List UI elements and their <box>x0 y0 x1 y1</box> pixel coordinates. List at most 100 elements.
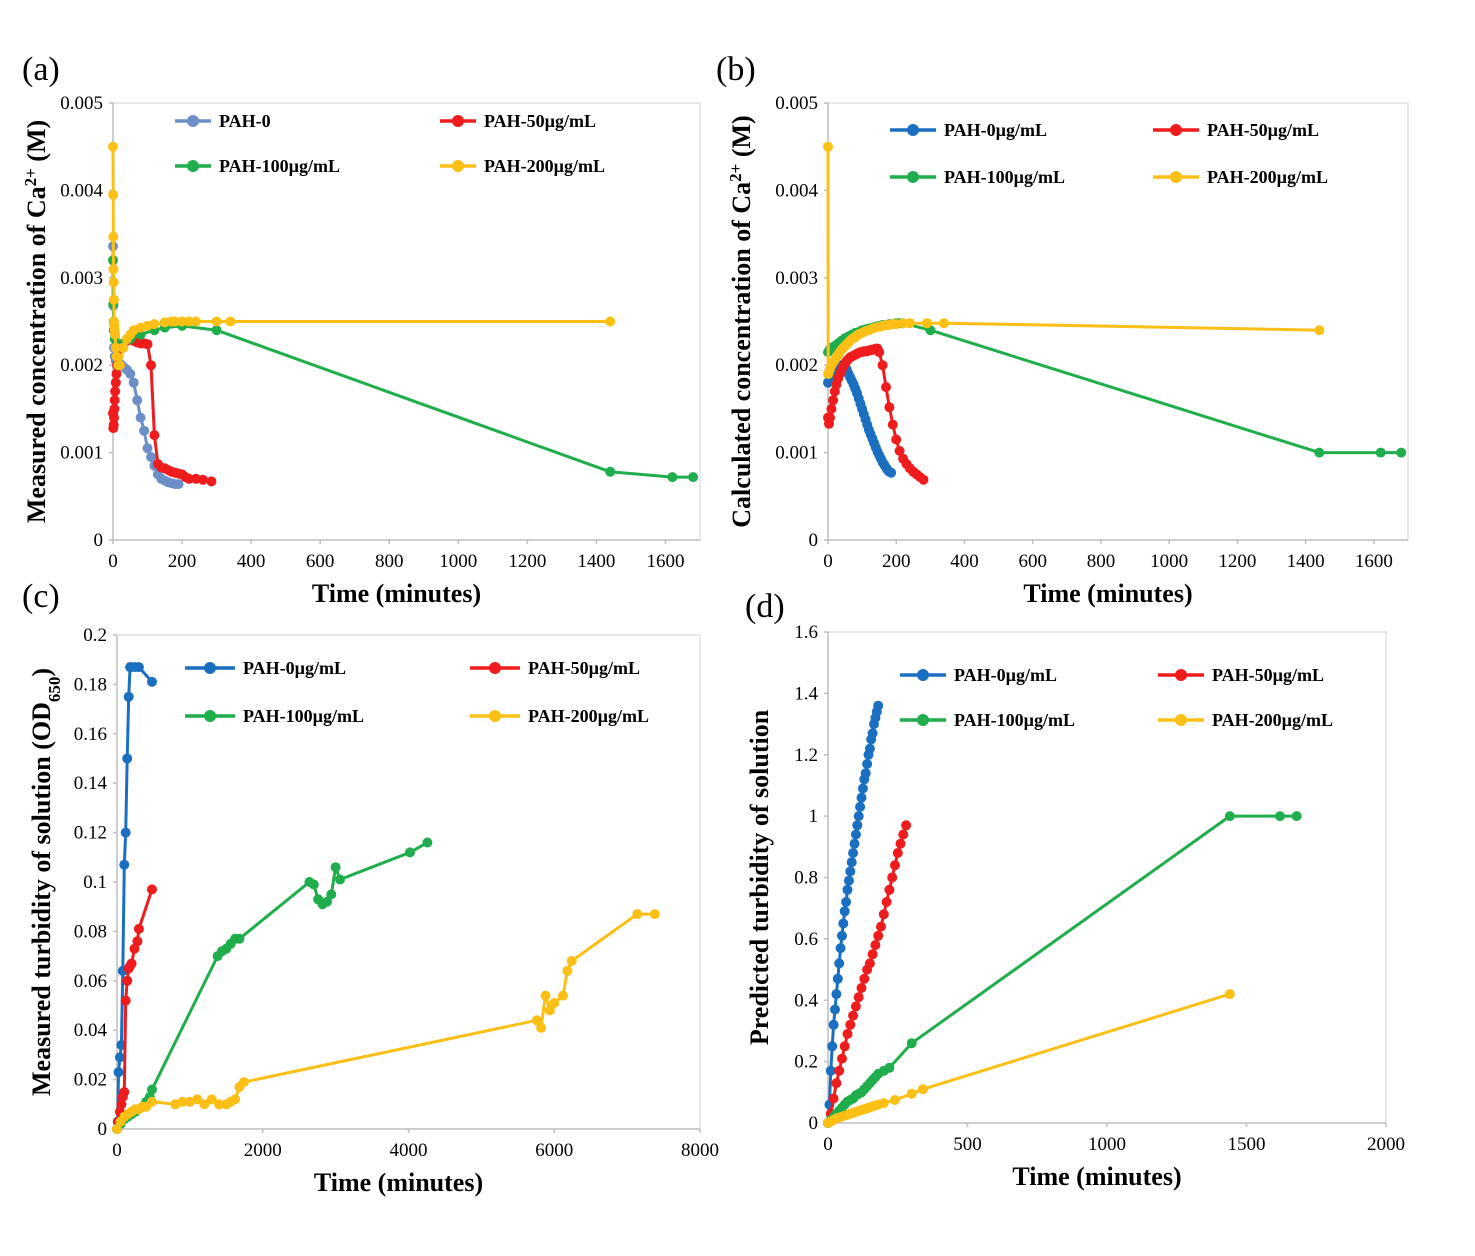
data-point <box>566 956 577 966</box>
legend-swatch-marker <box>1175 669 1187 681</box>
data-point <box>146 360 156 371</box>
data-point <box>860 768 871 779</box>
data-point <box>108 419 119 430</box>
x-tick-label: 0 <box>823 1134 833 1155</box>
legend: PAH-0µg/mL PAH-50µg/mL PAH-100µg/mL PAH-200… <box>900 665 1333 730</box>
data-point <box>825 1065 836 1076</box>
data-point <box>230 1094 241 1105</box>
y-tick-label: 0.4 <box>794 990 818 1011</box>
data-point <box>886 467 897 478</box>
data-point <box>884 1062 895 1073</box>
data-point <box>197 474 208 485</box>
y-tick-label: 0.004 <box>60 180 103 201</box>
data-point <box>540 990 551 1001</box>
data-point <box>114 1052 125 1063</box>
legend-label: PAH-100µg/mL <box>219 156 340 176</box>
data-point <box>128 377 139 388</box>
data-point <box>536 1022 547 1033</box>
data-point <box>113 1067 124 1078</box>
data-point <box>881 382 891 393</box>
legend-swatch-marker <box>907 171 919 183</box>
data-point <box>109 403 120 414</box>
data-point <box>184 473 194 484</box>
legend: PAH-0 PAH-50µg/mL PAH-100µg/mL PAH-200µg/mL <box>175 111 605 176</box>
data-point <box>147 1084 157 1095</box>
data-point <box>108 294 119 305</box>
legend-swatch-marker <box>187 115 199 127</box>
series-1 <box>823 343 929 485</box>
data-point <box>848 848 859 858</box>
data-point <box>122 753 133 764</box>
series-1 <box>823 820 912 1128</box>
data-point <box>892 848 903 858</box>
legend-label: PAH-200µg/mL <box>1212 710 1333 730</box>
y-tick-label: 0.003 <box>775 268 818 289</box>
legend-label: PAH-50µg/mL <box>1212 665 1324 685</box>
data-point <box>894 445 905 456</box>
data-point <box>939 318 949 329</box>
x-tick-label: 1600 <box>646 551 684 572</box>
data-point <box>834 1065 845 1076</box>
data-point <box>132 936 143 947</box>
data-point <box>177 316 188 327</box>
data-point <box>544 1005 555 1016</box>
data-point <box>1314 325 1325 336</box>
x-tick-label: 500 <box>953 1134 982 1155</box>
data-point <box>122 975 133 986</box>
y-tick-label: 0 <box>809 530 819 551</box>
data-point <box>225 316 236 327</box>
data-point <box>904 318 915 329</box>
data-point <box>842 1029 853 1039</box>
data-point <box>877 360 888 371</box>
data-point <box>834 958 845 969</box>
y-tick-label: 0.8 <box>794 868 818 889</box>
legend: PAH-0µg/mL PAH-50µg/mL PAH-100µg/mL PAH-200… <box>185 658 649 726</box>
x-tick-label: 1400 <box>577 551 615 572</box>
data-point <box>859 973 870 984</box>
data-point <box>114 360 125 371</box>
data-point <box>142 443 153 454</box>
y-tick-label: 0.004 <box>775 180 818 201</box>
x-tick-label: 1400 <box>1287 551 1325 572</box>
x-axis-label: Time (minutes) <box>1012 1162 1181 1191</box>
data-point <box>881 897 892 907</box>
data-point <box>308 879 319 890</box>
legend-swatch-marker <box>1170 124 1182 136</box>
data-point <box>852 820 863 831</box>
data-point <box>110 386 121 397</box>
y-tick-label: 0.14 <box>74 773 108 794</box>
data-point <box>326 889 337 900</box>
data-point <box>906 1088 917 1099</box>
x-tick-label: 600 <box>1018 551 1047 572</box>
data-point <box>1291 811 1302 822</box>
data-point <box>842 884 853 895</box>
data-point <box>133 662 144 673</box>
data-point <box>823 141 833 152</box>
x-tick-label: 2000 <box>244 1140 282 1161</box>
data-point <box>211 316 222 327</box>
data-point <box>890 1095 900 1105</box>
legend-swatch-marker <box>1170 171 1182 183</box>
data-point <box>109 412 119 423</box>
data-point <box>206 1094 217 1105</box>
data-point <box>839 1041 850 1052</box>
x-axis-label: Time (minutes) <box>312 579 481 608</box>
data-point <box>1375 447 1386 458</box>
data-point <box>827 1041 838 1052</box>
data-point <box>850 829 861 840</box>
series-3 <box>823 989 1235 1128</box>
y-axis-label: Measured turbidity of solution (OD650) <box>27 668 64 1096</box>
data-point <box>870 940 881 950</box>
data-point <box>867 728 878 739</box>
data-point <box>135 412 146 423</box>
x-tick-label: 400 <box>950 551 979 572</box>
data-point <box>335 874 345 885</box>
y-tick-label: 0.002 <box>775 355 818 376</box>
y-tick-label: 0.6 <box>794 929 818 950</box>
data-point <box>133 923 144 934</box>
legend-label: PAH-50µg/mL <box>528 658 640 678</box>
data-point <box>921 318 932 329</box>
data-point <box>132 395 143 406</box>
data-point <box>605 316 616 327</box>
y-tick-label: 0.003 <box>60 268 103 289</box>
